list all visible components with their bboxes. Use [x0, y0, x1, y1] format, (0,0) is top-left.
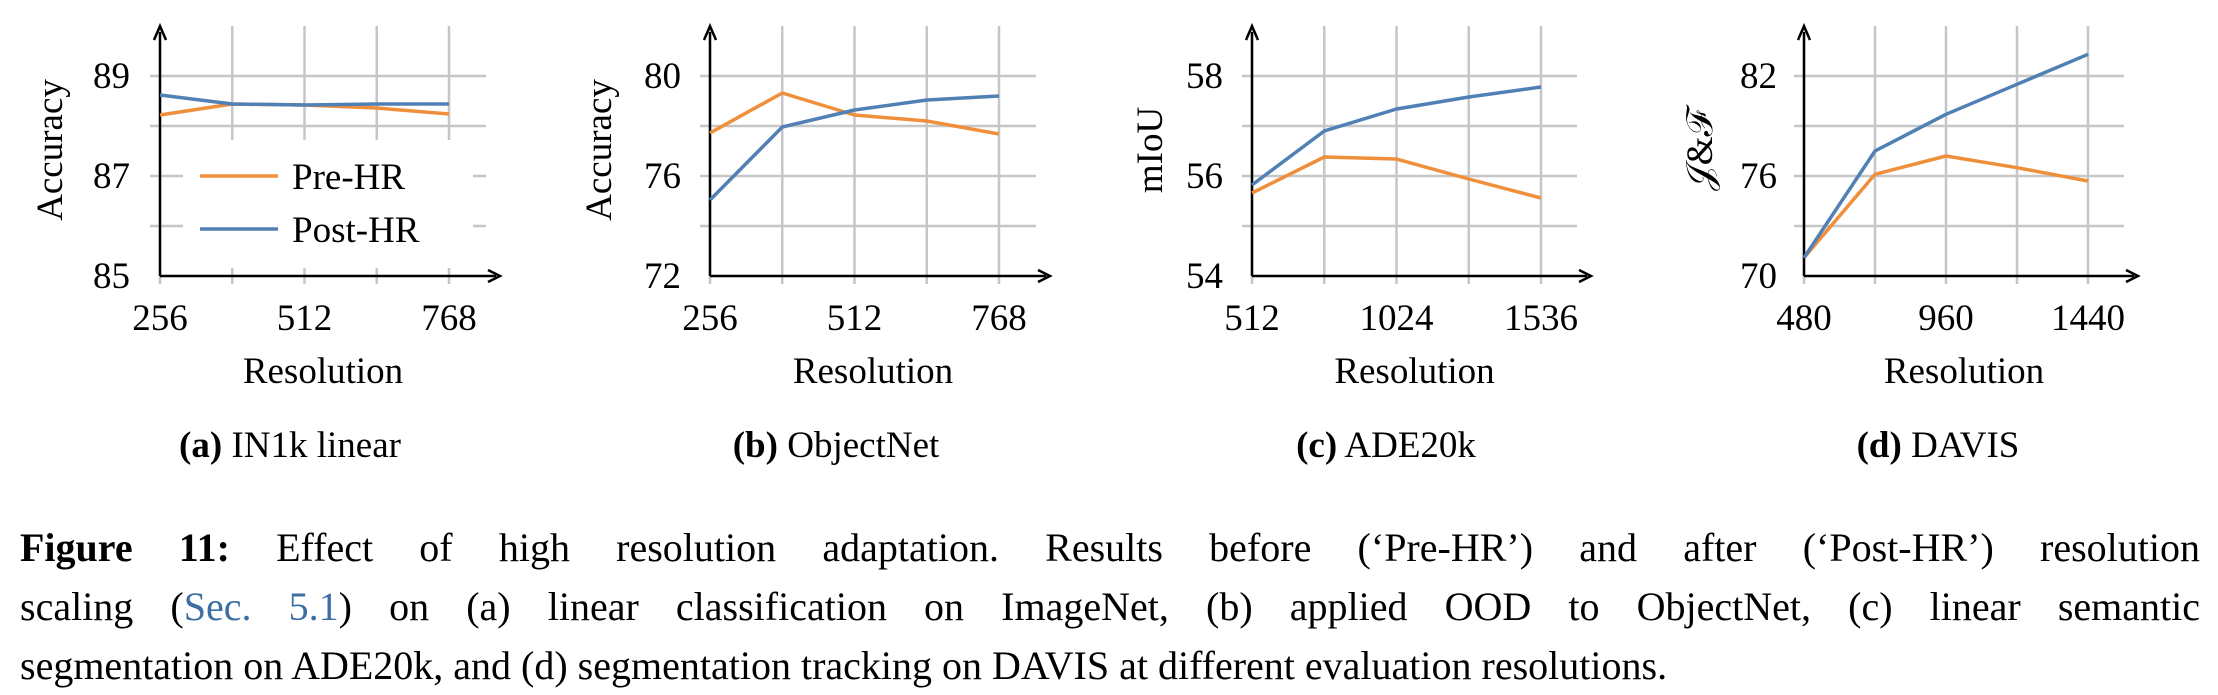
subcaption-title: IN1k linear — [231, 425, 401, 466]
y-tick-label: 85 — [93, 256, 130, 297]
y-tick-label: 72 — [644, 256, 681, 297]
caption-text: Effect of high resolution adaptation. Re… — [229, 525, 2200, 570]
subcaption-title: ADE20k — [1344, 425, 1476, 466]
subcaption-a: (a) IN1k linear — [179, 424, 401, 467]
x-axis-title: Resolution — [243, 351, 403, 392]
caption-text: ) on (a) linear classification on ImageN… — [338, 584, 2201, 629]
y-tick-label: 80 — [644, 56, 681, 97]
y-tick-label: 76 — [1740, 156, 1777, 197]
series-line-post-hr — [1250, 85, 1542, 187]
x-axis-arrow-icon — [487, 268, 503, 284]
legend-label: Pre-HR — [292, 157, 405, 198]
y-axis-title: 𝒥&ℱ — [1680, 104, 1721, 191]
chart-panel-b: 72 76 80 256 512 768 Resolution Accuracy — [579, 22, 1053, 392]
y-axis-title: Accuracy — [579, 79, 620, 221]
series-line-post-hr — [1802, 52, 2089, 259]
y-axis-arrow-icon — [1796, 22, 1812, 41]
y-tick-label: 70 — [1740, 256, 1777, 297]
chart-panel-a: 85 87 89 256 512 768 Resolution Accuracy Pre-HR P… — [30, 22, 503, 392]
subcaption-b: (b) ObjectNet — [733, 424, 940, 467]
subcaption-title: DAVIS — [1911, 425, 2020, 466]
caption-line-2: scaling (Sec. 5.1) on (a) linear classif… — [20, 577, 2200, 636]
series-line-pre-hr — [709, 91, 1000, 136]
figure-caption: Figure 11: Effect of high resolution ada… — [20, 518, 2200, 695]
x-tick-label: 512 — [277, 298, 333, 339]
caption-text: scaling ( — [20, 584, 184, 629]
x-tick-label: 512 — [1224, 298, 1280, 339]
x-tick-label: 1440 — [2051, 298, 2125, 339]
y-axis-arrow-icon — [1244, 22, 1260, 41]
x-tick-label: 768 — [971, 298, 1027, 339]
x-tick-label: 256 — [682, 298, 738, 339]
series-line-pre-hr — [1802, 154, 2089, 259]
x-axis-title: Resolution — [793, 351, 953, 392]
x-tick-label: 1024 — [1360, 298, 1434, 339]
x-tick-label: 256 — [132, 298, 188, 339]
series-line-post-hr — [708, 94, 1000, 202]
y-axis-arrow-icon — [152, 22, 168, 41]
y-axis-arrow-icon — [702, 22, 718, 41]
subcaption-title: ObjectNet — [787, 425, 940, 466]
y-tick-label: 58 — [1186, 56, 1223, 97]
caption-label: Figure 11: — [20, 525, 230, 570]
legend-background — [183, 140, 473, 268]
y-tick-label: 54 — [1186, 256, 1223, 297]
x-tick-label: 480 — [1776, 298, 1832, 339]
caption-line-3: segmentation on ADE20k, and (d) segmenta… — [20, 636, 2200, 695]
y-tick-label: 82 — [1740, 56, 1777, 97]
subcaption-label: (a) — [179, 425, 223, 466]
subcaption-label: (d) — [1856, 425, 1902, 466]
x-tick-label: 768 — [421, 298, 477, 339]
x-axis-title: Resolution — [1884, 351, 2044, 392]
x-tick-label: 960 — [1918, 298, 1974, 339]
caption-text: segmentation on ADE20k, and (d) segmenta… — [20, 643, 1668, 688]
x-axis-arrow-icon — [1578, 268, 1594, 284]
subcaption-label: (c) — [1296, 425, 1338, 466]
subcaption-d: (d) DAVIS — [1857, 424, 2020, 467]
x-tick-label: 1536 — [1504, 298, 1578, 339]
y-tick-label: 89 — [93, 56, 130, 97]
y-tick-label: 87 — [93, 156, 130, 197]
section-link[interactable]: Sec. 5.1 — [183, 584, 339, 629]
x-axis-arrow-icon — [2125, 268, 2141, 284]
y-axis-title: Accuracy — [30, 79, 71, 221]
subcaption-label: (b) — [732, 425, 778, 466]
series-line-pre-hr — [1251, 155, 1542, 200]
y-axis-title: mIoU — [1130, 107, 1171, 193]
y-tick-label: 56 — [1186, 156, 1223, 197]
y-tick-label: 76 — [644, 156, 681, 197]
x-axis-title: Resolution — [1334, 351, 1494, 392]
series-line-post-hr — [159, 93, 449, 107]
legend-label: Post-HR — [292, 210, 420, 251]
subcaption-c: (c) ADE20k — [1296, 424, 1476, 467]
x-axis-arrow-icon — [1037, 268, 1053, 284]
x-tick-label: 512 — [827, 298, 883, 339]
caption-line-1: Figure 11: Effect of high resolution ada… — [20, 518, 2200, 577]
